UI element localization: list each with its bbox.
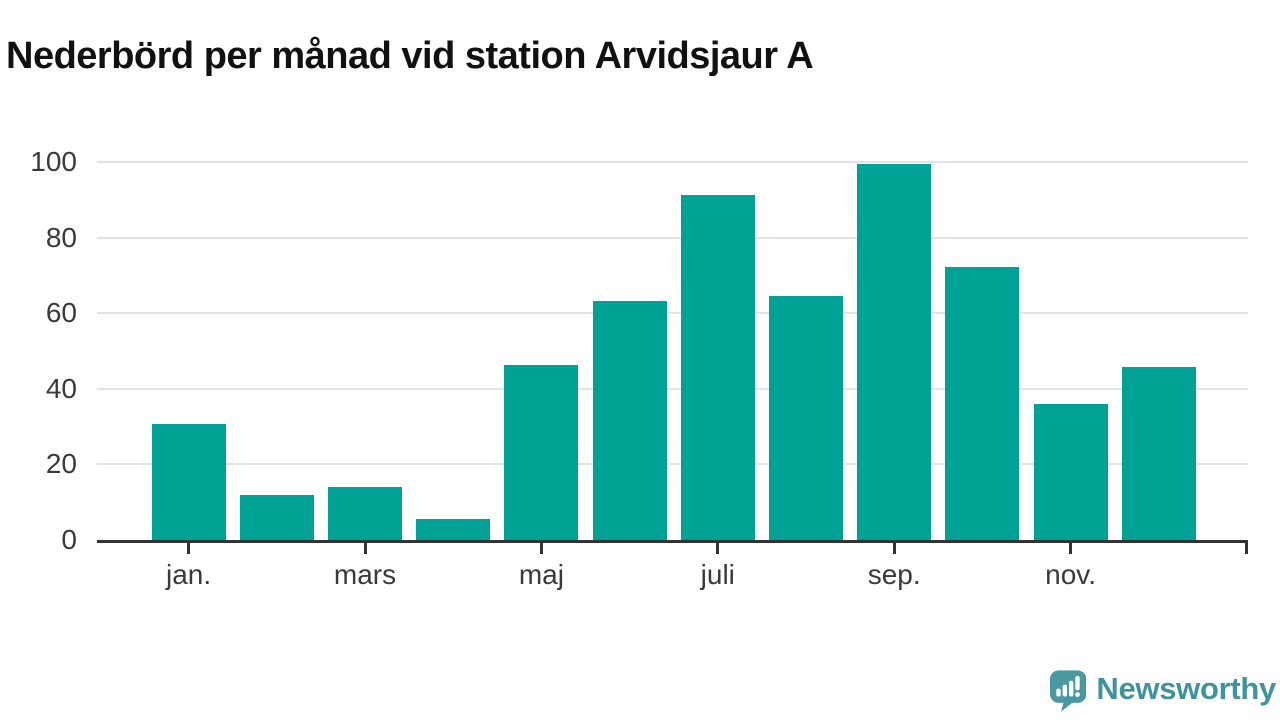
x-axis-tick-label-mars: mars <box>333 559 397 590</box>
x-axis-end-tick <box>1245 541 1248 554</box>
bar-feb. <box>239 495 314 540</box>
x-axis-tick-label-nov.: nov. <box>1045 559 1097 590</box>
y-axis-tick-label-40: 40 <box>45 372 77 404</box>
x-axis-tick-juli <box>716 543 720 554</box>
newsworthy-logo-icon <box>1050 670 1087 712</box>
gridline-y-80 <box>97 236 1248 239</box>
x-axis-tick-jan. <box>187 543 191 554</box>
bar-jan. <box>151 424 226 540</box>
bar-okt. <box>945 267 1020 540</box>
x-axis-tick-mars <box>363 543 367 554</box>
bar-aug. <box>769 296 843 540</box>
gridline-y-100 <box>97 161 1248 163</box>
newsworthy-logo-text: Newsworthy <box>1096 671 1276 706</box>
x-axis-tick-label-jan.: jan. <box>166 559 212 590</box>
x-axis-tick-label-juli: juli <box>700 559 735 590</box>
bar-juli <box>680 194 755 540</box>
x-axis-tick-sep. <box>892 543 896 554</box>
y-axis-tick-label-20: 20 <box>45 448 77 480</box>
chart-title: Nederbörd per månad vid station Arvidsja… <box>6 35 814 78</box>
y-axis-tick-label-60: 60 <box>45 297 77 329</box>
x-axis-tick-label-maj: maj <box>518 559 564 590</box>
gridline-y-40 <box>97 387 1248 390</box>
bar-nov. <box>1033 403 1108 540</box>
x-axis-line <box>97 540 1248 543</box>
bar-dec. <box>1121 367 1196 540</box>
x-axis-tick-maj <box>539 543 543 554</box>
bar-mars <box>328 487 402 540</box>
bar-apr. <box>416 519 491 540</box>
x-axis-tick-label-sep.: sep. <box>867 559 921 590</box>
gridline-y-20 <box>97 463 1248 466</box>
newsworthy-logo: Newsworthy <box>1050 664 1276 718</box>
x-axis-tick-nov. <box>1069 543 1073 554</box>
bar-maj <box>504 364 579 540</box>
y-axis-tick-label-100: 100 <box>30 146 77 177</box>
y-axis-tick-label-80: 80 <box>45 221 77 253</box>
bar-sep. <box>857 163 932 540</box>
gridline-y-60 <box>97 312 1248 315</box>
bar-juni <box>592 301 667 540</box>
y-axis-tick-label-0: 0 <box>61 524 77 555</box>
